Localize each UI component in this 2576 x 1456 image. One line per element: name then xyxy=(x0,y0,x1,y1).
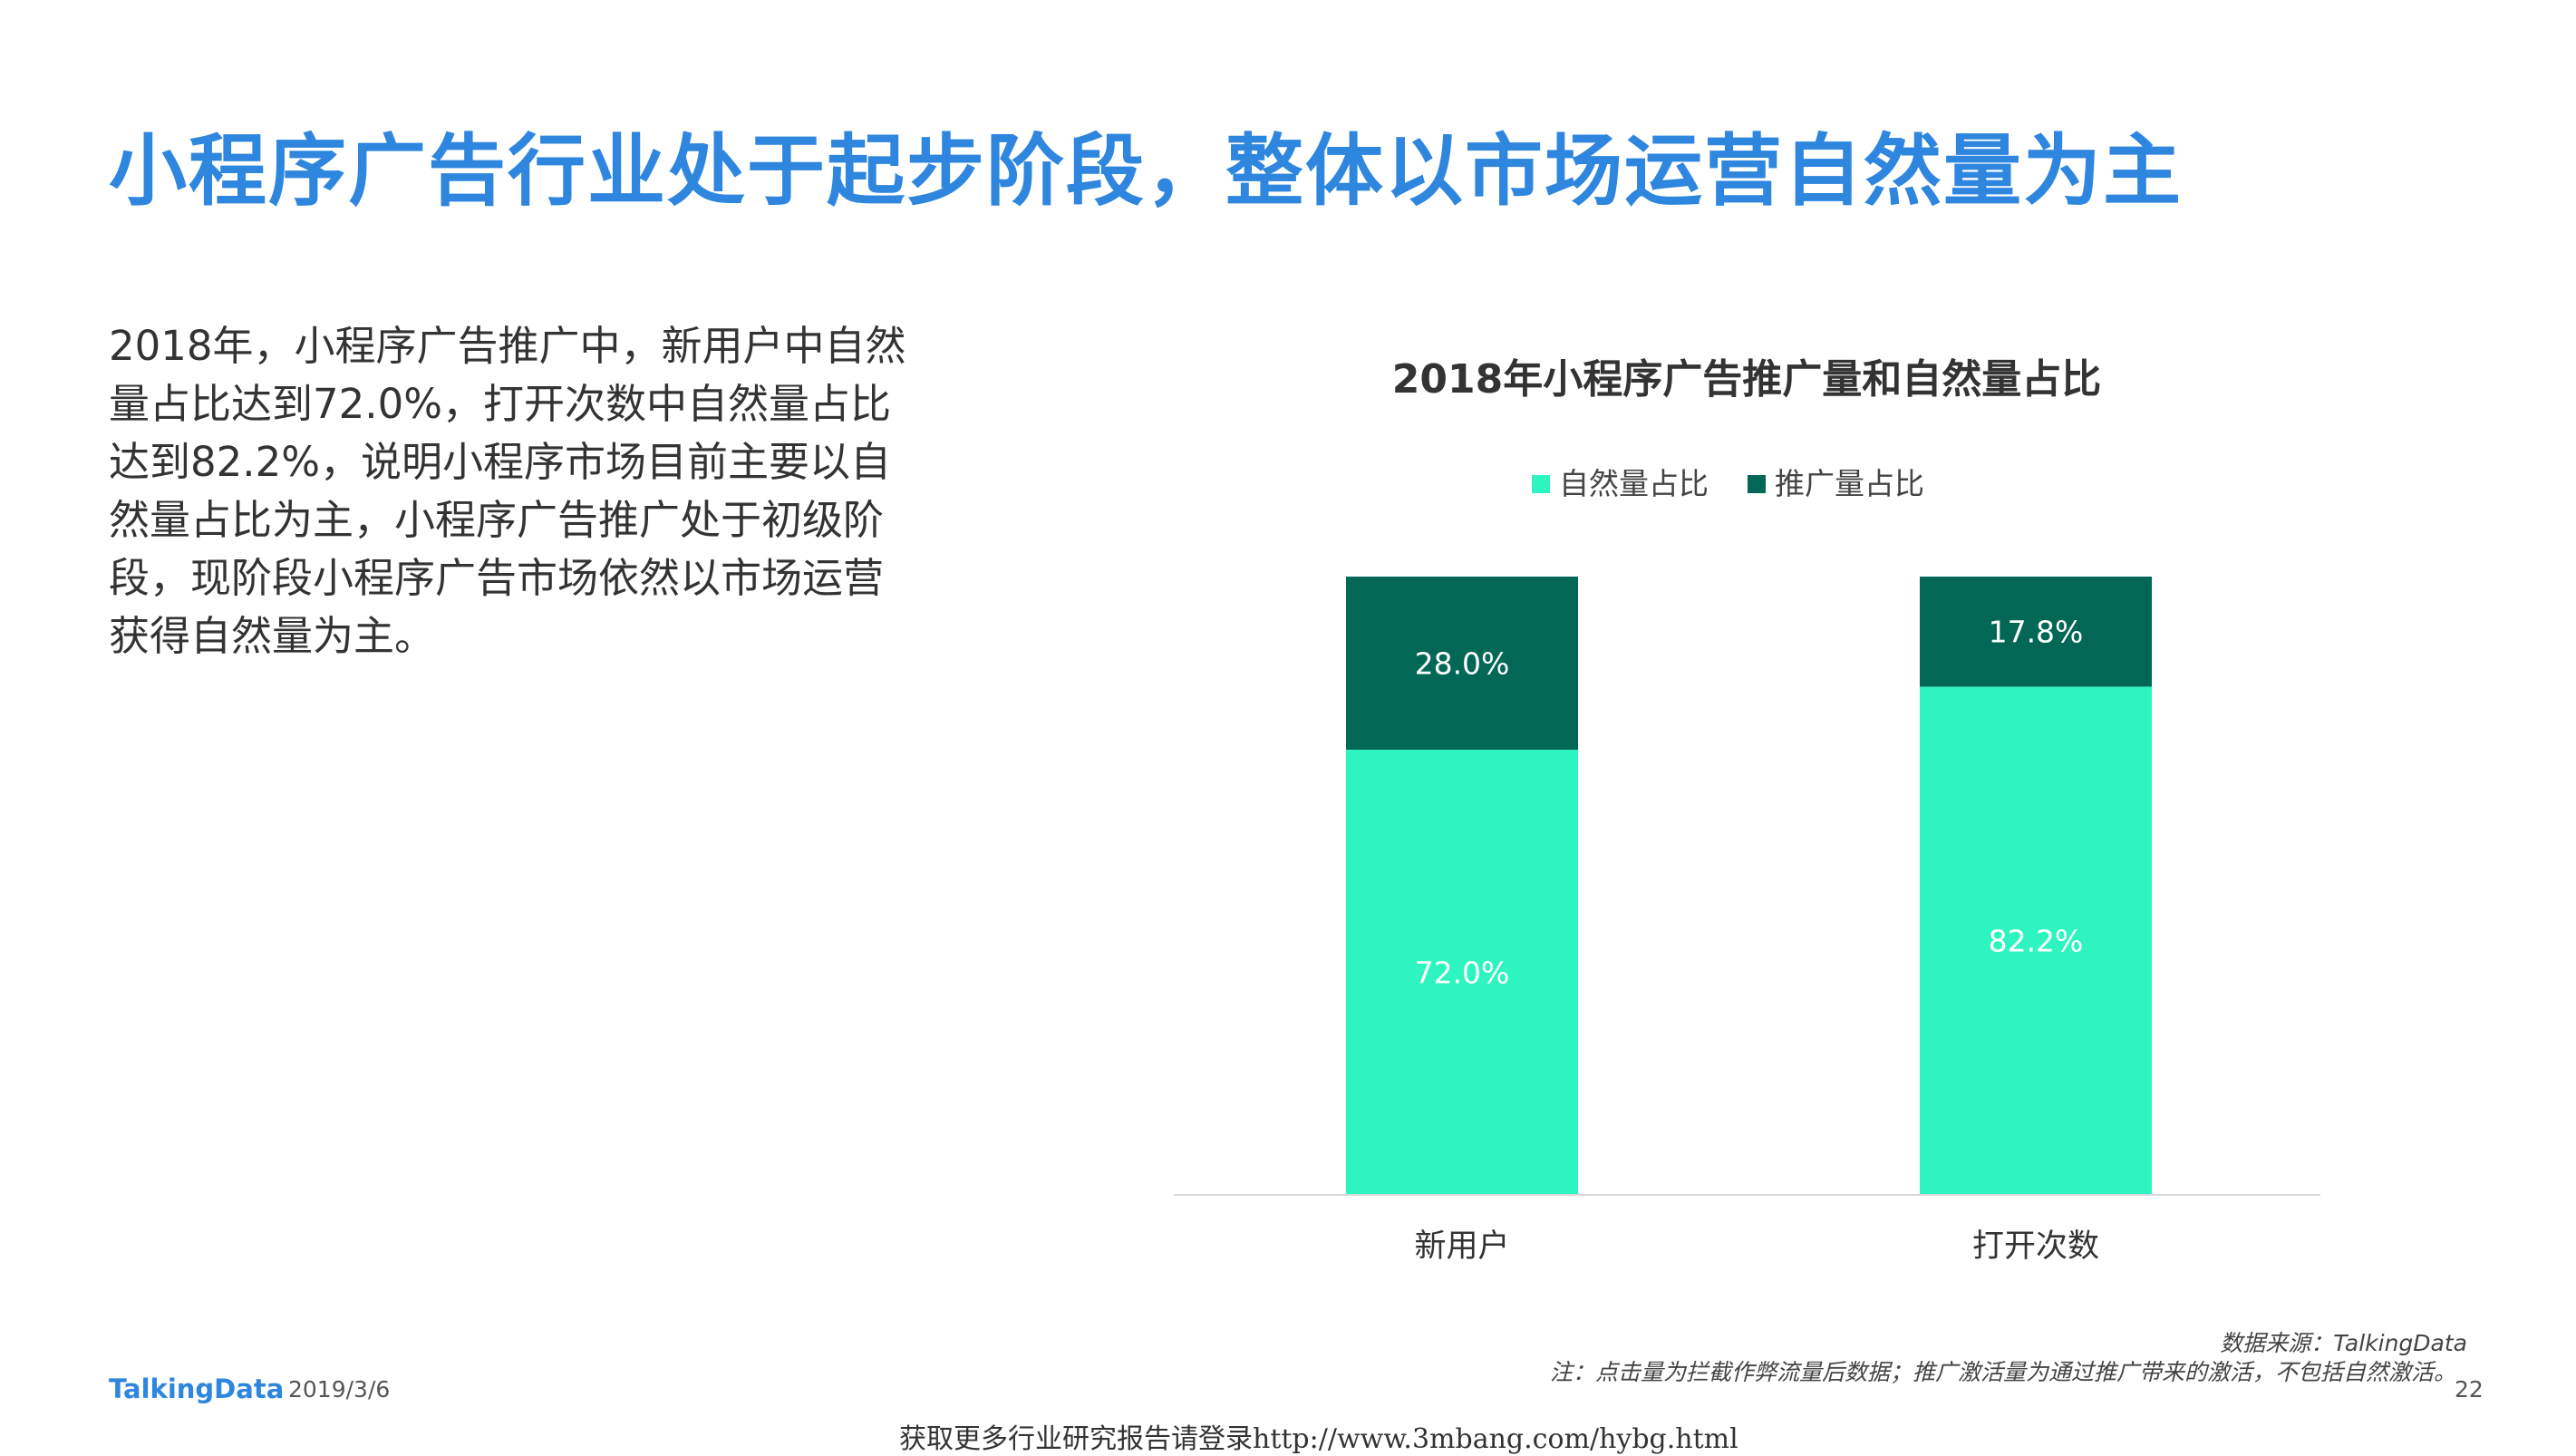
summary-line: 量占比达到72.0%，打开次数中自然量占比 xyxy=(109,380,891,428)
bar-value-label: 17.8% xyxy=(1989,615,2084,650)
summary-line: 然量占比为主，小程序广告推广处于初级阶 xyxy=(109,496,885,544)
data-source: 数据来源：TalkingData xyxy=(2220,1330,2467,1356)
legend-label: 推广量占比 xyxy=(1775,466,1924,501)
bar-segment xyxy=(1346,577,1578,750)
legend-swatch xyxy=(1532,475,1550,493)
bar-value-label: 28.0% xyxy=(1415,645,1510,681)
page-number: 22 xyxy=(2455,1376,2484,1403)
chart-title: 2018年小程序广告推广量和自然量占比 xyxy=(1392,356,2101,403)
summary-line: 获得自然量为主。 xyxy=(109,612,436,660)
bar-value-label: 72.0% xyxy=(1415,955,1510,990)
bar-segment xyxy=(1346,749,1578,1195)
footnote: 注：点击量为拦截作弊流量后数据；推广激活量为通过推广带来的激活，不包括自然激活。 xyxy=(1549,1359,2456,1385)
page-title: 小程序广告行业处于起步阶段，整体以市场运营自然量为主 xyxy=(109,126,2183,217)
summary-line: 2018年，小程序广告推广中，新用户中自然 xyxy=(109,322,906,370)
chart-bars: 72.0% 28.0% 82.2% 17.8% xyxy=(1346,577,2152,1195)
x-axis-labels: 新用户 打开次数 xyxy=(1414,1228,2099,1265)
bar-value-label: 82.2% xyxy=(1989,924,2084,959)
legend-swatch xyxy=(1748,475,1766,493)
chart-legend: 自然量占比 推广量占比 xyxy=(1532,466,1924,501)
legend-label: 自然量占比 xyxy=(1559,466,1709,501)
bar-segment xyxy=(1920,577,2152,687)
footer-link-text: 获取更多行业研究报告请登录http://www.3mbang.com/hybg.… xyxy=(899,1423,1738,1455)
slide-date: 2019/3/6 xyxy=(288,1376,391,1403)
summary-line: 段，现阶段小程序广告市场依然以市场运营 xyxy=(109,554,885,602)
bar-segment xyxy=(1920,686,2152,1195)
x-tick-label: 新用户 xyxy=(1414,1228,1509,1265)
summary-line: 达到82.2%，说明小程序市场目前主要以自 xyxy=(109,438,891,486)
x-tick-label: 打开次数 xyxy=(1972,1228,2099,1265)
brand-logo: TalkingData xyxy=(109,1373,285,1404)
summary-text: 2018年，小程序广告推广中，新用户中自然 量占比达到72.0%，打开次数中自然… xyxy=(109,317,906,665)
